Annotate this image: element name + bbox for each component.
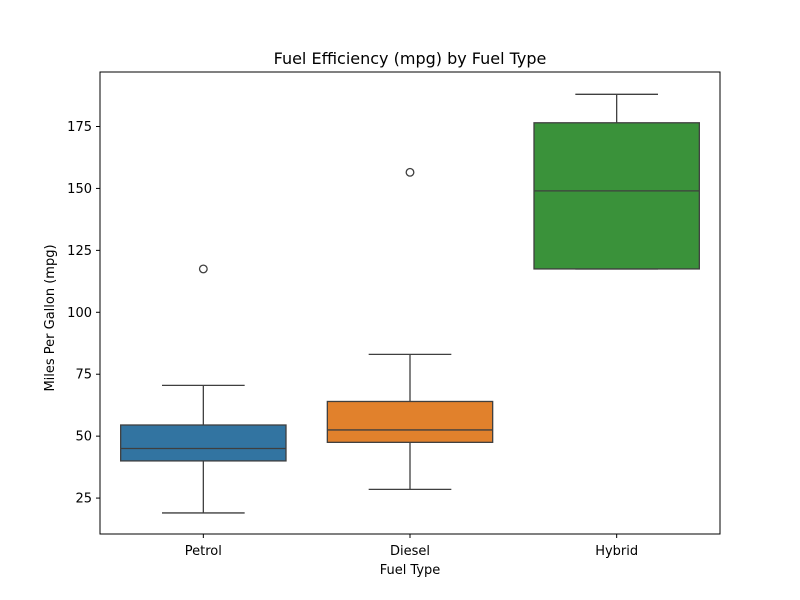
chart-title: Fuel Efficiency (mpg) by Fuel Type [274,49,547,68]
outlier-point-petrol [198,264,208,274]
y-tick-label: 100 [67,306,92,321]
y-tick-label: 175 [67,120,92,135]
x-axis-label: Fuel Type [380,563,441,578]
box-diesel [326,400,494,443]
x-tick-label-diesel: Diesel [390,544,430,559]
outlier-point-diesel [405,167,415,177]
y-axis-label: Miles Per Gallon (mpg) [43,244,58,391]
y-tick-label: 75 [75,368,92,383]
y-tick-label: 125 [67,244,92,259]
plot-area: 25 50 75 100 125 150 175 Petrol Diesel Hybrid [67,71,721,559]
box-hybrid [533,122,700,270]
x-tick-label-petrol: Petrol [185,544,222,559]
y-tick-label: 150 [67,182,92,197]
y-tick-label: 25 [75,492,92,507]
box-petrol [120,424,287,462]
y-tick-label: 50 [75,430,92,445]
x-tick-label-hybrid: Hybrid [595,544,638,559]
